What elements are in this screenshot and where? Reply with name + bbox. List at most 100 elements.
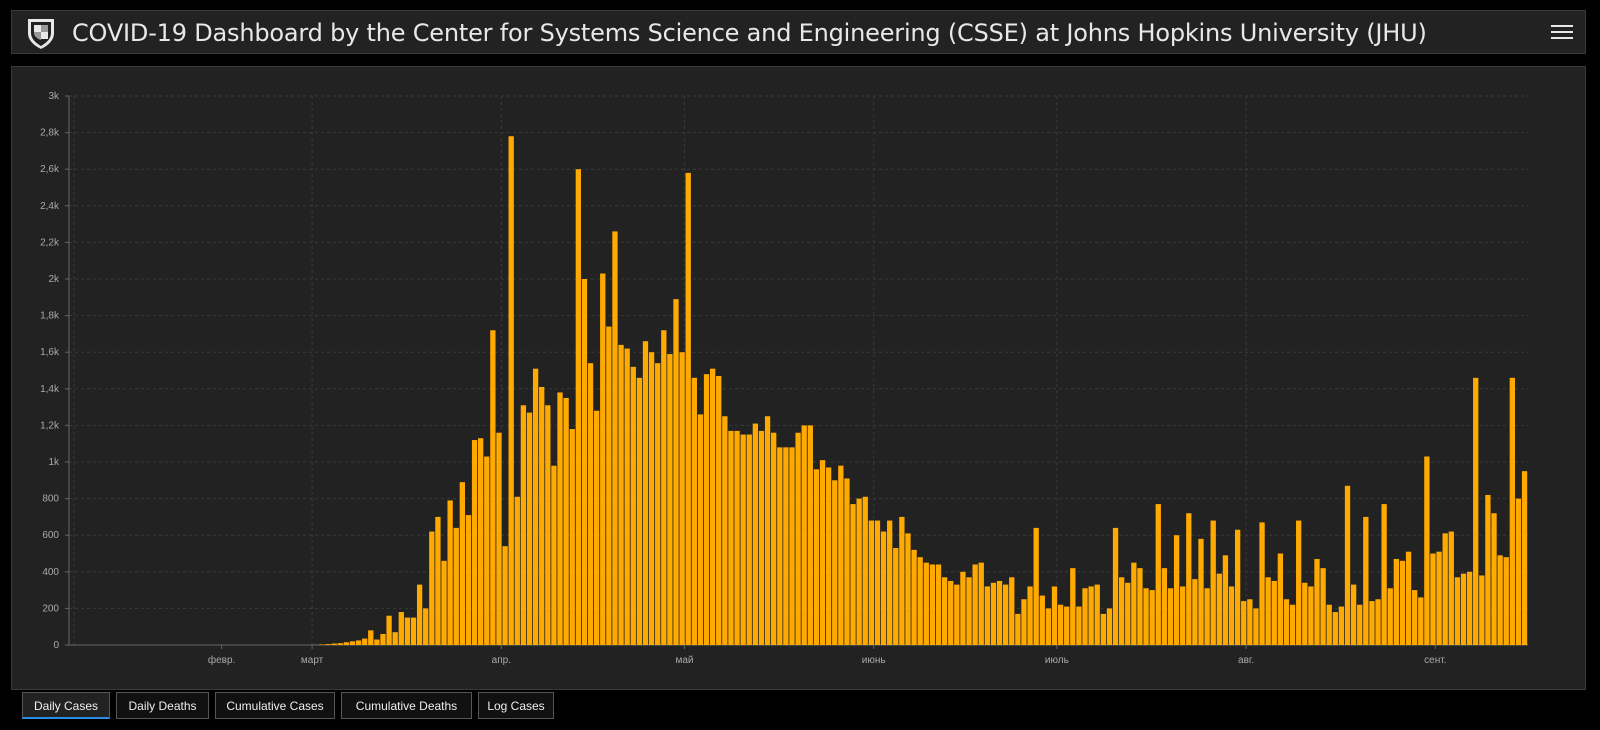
bar[interactable] — [1381, 504, 1387, 645]
bar[interactable] — [996, 580, 1003, 645]
bar[interactable] — [465, 515, 472, 645]
bar[interactable] — [1430, 553, 1436, 646]
bar[interactable] — [935, 564, 942, 645]
bar[interactable] — [1296, 520, 1302, 645]
bar[interactable] — [1057, 604, 1064, 645]
bar[interactable] — [1503, 557, 1509, 645]
bar[interactable] — [990, 582, 997, 645]
bar[interactable] — [978, 562, 984, 645]
bar[interactable] — [1393, 558, 1400, 645]
bar[interactable] — [880, 531, 887, 645]
bar[interactable] — [1308, 586, 1314, 645]
bar[interactable] — [887, 520, 893, 645]
bar[interactable] — [960, 571, 966, 645]
bar[interactable] — [447, 500, 453, 645]
bar[interactable] — [1259, 522, 1265, 645]
bar[interactable] — [685, 172, 691, 646]
bar[interactable] — [1033, 527, 1039, 645]
bar[interactable] — [624, 348, 630, 645]
bar[interactable] — [416, 584, 423, 645]
bar[interactable] — [349, 641, 356, 645]
bar[interactable] — [667, 354, 673, 645]
bar[interactable] — [703, 374, 710, 645]
bar[interactable] — [1473, 377, 1479, 645]
bar[interactable] — [343, 642, 350, 645]
bar[interactable] — [679, 352, 685, 645]
bar[interactable] — [1521, 471, 1528, 645]
bar[interactable] — [331, 643, 337, 645]
bar[interactable] — [1405, 551, 1412, 645]
bar[interactable] — [905, 533, 911, 645]
bar[interactable] — [899, 516, 905, 645]
bar[interactable] — [1173, 535, 1180, 645]
bar[interactable] — [1094, 584, 1100, 645]
bar[interactable] — [612, 231, 618, 646]
bar[interactable] — [1247, 599, 1253, 645]
bar[interactable] — [984, 586, 990, 645]
bar[interactable] — [868, 520, 875, 645]
bar[interactable] — [709, 368, 716, 645]
bar[interactable] — [789, 447, 795, 645]
bar[interactable] — [1076, 606, 1082, 645]
bar[interactable] — [1167, 588, 1174, 645]
bar[interactable] — [856, 498, 862, 645]
bar[interactable] — [722, 416, 728, 645]
hamburger-menu-icon[interactable] — [1551, 22, 1573, 44]
bar[interactable] — [1412, 590, 1418, 645]
bar[interactable] — [1241, 601, 1247, 645]
bar[interactable] — [1143, 588, 1149, 645]
bar[interactable] — [508, 136, 514, 645]
bar[interactable] — [1479, 575, 1485, 645]
tab-log-cases[interactable]: Log Cases — [478, 692, 554, 719]
bar[interactable] — [874, 520, 881, 645]
bar[interactable] — [673, 299, 679, 645]
bar[interactable] — [1442, 533, 1448, 645]
bar[interactable] — [1204, 588, 1210, 645]
bar[interactable] — [697, 414, 704, 645]
bar[interactable] — [1161, 568, 1168, 645]
bar[interactable] — [532, 368, 539, 645]
bar[interactable] — [410, 617, 417, 645]
bar[interactable] — [1015, 613, 1021, 645]
bar[interactable] — [642, 341, 649, 645]
bar[interactable] — [386, 615, 392, 645]
bar[interactable] — [1137, 568, 1143, 645]
bar[interactable] — [618, 344, 624, 645]
bar[interactable] — [1326, 604, 1332, 645]
bar[interactable] — [813, 469, 820, 645]
bar[interactable] — [691, 377, 697, 645]
bar[interactable] — [630, 366, 636, 645]
bar[interactable] — [1497, 555, 1503, 645]
bar[interactable] — [1118, 577, 1125, 645]
bar[interactable] — [404, 617, 411, 645]
bar[interactable] — [825, 467, 832, 645]
bar[interactable] — [1100, 613, 1106, 645]
bar[interactable] — [593, 410, 600, 645]
bar[interactable] — [362, 638, 368, 645]
bar[interactable] — [1436, 551, 1442, 645]
bar[interactable] — [1070, 568, 1076, 645]
bar[interactable] — [954, 584, 960, 645]
bar[interactable] — [1131, 562, 1137, 645]
bar[interactable] — [764, 416, 771, 645]
bar[interactable] — [1039, 595, 1045, 645]
bar[interactable] — [392, 632, 398, 645]
bar[interactable] — [539, 386, 545, 645]
bar[interactable] — [1265, 577, 1271, 645]
bar[interactable] — [325, 644, 331, 645]
bar[interactable] — [716, 375, 722, 645]
bar[interactable] — [783, 447, 789, 645]
bar[interactable] — [862, 496, 868, 645]
tab-daily-cases[interactable]: Daily Cases — [22, 692, 110, 719]
bar[interactable] — [545, 405, 551, 645]
bar[interactable] — [429, 531, 435, 645]
bar[interactable] — [1344, 485, 1351, 645]
bar[interactable] — [819, 460, 826, 645]
bar[interactable] — [801, 425, 807, 645]
bar[interactable] — [1399, 560, 1406, 645]
bar[interactable] — [1369, 601, 1375, 645]
bar[interactable] — [1460, 573, 1467, 645]
bar[interactable] — [758, 430, 765, 645]
bar[interactable] — [1454, 577, 1461, 645]
bar[interactable] — [1277, 553, 1284, 646]
